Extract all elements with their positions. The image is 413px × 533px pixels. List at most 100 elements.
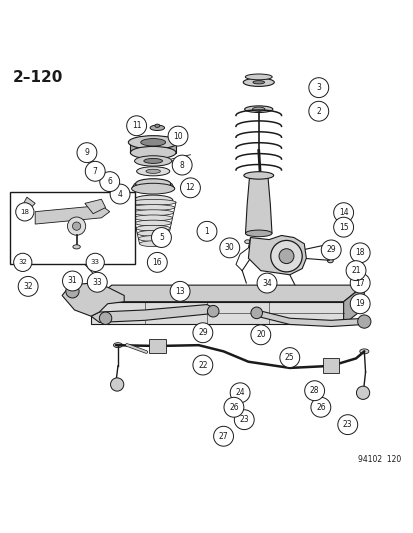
Polygon shape: [256, 310, 363, 327]
Circle shape: [67, 217, 85, 235]
Ellipse shape: [252, 80, 264, 84]
Text: 32: 32: [18, 260, 27, 265]
Ellipse shape: [128, 136, 178, 149]
Polygon shape: [91, 285, 363, 302]
Text: 13: 13: [175, 287, 185, 296]
Circle shape: [250, 325, 270, 345]
Ellipse shape: [245, 230, 271, 237]
Text: 7: 7: [93, 167, 97, 176]
Text: 5: 5: [159, 233, 164, 242]
Circle shape: [85, 161, 105, 181]
Ellipse shape: [138, 236, 168, 241]
Ellipse shape: [150, 125, 164, 131]
Text: 22: 22: [198, 360, 207, 369]
Ellipse shape: [145, 169, 160, 173]
Circle shape: [72, 222, 81, 230]
Ellipse shape: [244, 240, 250, 244]
Text: 2: 2: [316, 107, 320, 116]
Circle shape: [110, 378, 123, 391]
Ellipse shape: [244, 74, 271, 80]
Ellipse shape: [139, 241, 166, 247]
Circle shape: [18, 277, 38, 296]
Circle shape: [213, 426, 233, 446]
Ellipse shape: [328, 241, 334, 246]
Circle shape: [270, 240, 301, 272]
Circle shape: [99, 312, 112, 325]
Text: 26: 26: [315, 403, 325, 412]
Circle shape: [126, 116, 146, 136]
Ellipse shape: [135, 179, 170, 189]
Polygon shape: [245, 175, 271, 233]
Circle shape: [86, 253, 104, 271]
Text: 11: 11: [132, 121, 141, 130]
Circle shape: [223, 397, 243, 417]
Circle shape: [180, 178, 200, 198]
Circle shape: [230, 383, 249, 403]
Polygon shape: [343, 285, 363, 325]
Circle shape: [87, 272, 107, 292]
Ellipse shape: [135, 220, 171, 226]
Text: 30: 30: [224, 244, 234, 252]
Polygon shape: [85, 199, 105, 214]
Circle shape: [256, 273, 276, 293]
Bar: [10, 192, 134, 264]
Circle shape: [349, 294, 369, 314]
Ellipse shape: [133, 215, 172, 221]
Ellipse shape: [130, 199, 176, 205]
Ellipse shape: [136, 225, 170, 231]
Text: 33: 33: [90, 260, 100, 265]
Circle shape: [100, 172, 119, 191]
Circle shape: [308, 101, 328, 121]
Circle shape: [192, 323, 212, 343]
Circle shape: [308, 78, 328, 98]
Ellipse shape: [244, 106, 272, 112]
Text: 28: 28: [309, 386, 318, 395]
Text: 27: 27: [218, 432, 228, 441]
Text: 29: 29: [325, 245, 335, 254]
Ellipse shape: [73, 245, 80, 249]
Circle shape: [172, 155, 192, 175]
Ellipse shape: [154, 124, 159, 127]
Text: 23: 23: [342, 420, 352, 429]
Bar: [149, 338, 165, 353]
Text: 26: 26: [228, 403, 238, 412]
Ellipse shape: [359, 349, 368, 354]
Text: 3: 3: [316, 83, 320, 92]
Ellipse shape: [130, 147, 176, 159]
Ellipse shape: [245, 231, 252, 236]
Circle shape: [219, 238, 239, 258]
Circle shape: [310, 397, 330, 417]
Text: 94102  120: 94102 120: [358, 455, 401, 464]
Text: 21: 21: [351, 266, 360, 275]
Text: 18: 18: [355, 248, 364, 257]
Text: 19: 19: [354, 299, 364, 308]
Polygon shape: [24, 197, 35, 209]
Text: 29: 29: [197, 328, 207, 337]
Text: 6: 6: [107, 177, 112, 186]
Text: 20: 20: [255, 330, 265, 340]
Circle shape: [349, 243, 369, 263]
Text: 12: 12: [185, 183, 195, 192]
Bar: [322, 358, 339, 373]
Text: 4: 4: [117, 190, 122, 199]
Text: 24: 24: [235, 388, 244, 397]
Polygon shape: [248, 236, 306, 275]
Circle shape: [320, 240, 340, 260]
Text: 31: 31: [67, 277, 77, 286]
Circle shape: [110, 184, 130, 204]
Ellipse shape: [327, 259, 332, 263]
Circle shape: [147, 253, 167, 272]
Text: 16: 16: [152, 258, 162, 267]
Circle shape: [234, 410, 254, 430]
Text: 34: 34: [261, 279, 271, 288]
Polygon shape: [62, 283, 124, 316]
Circle shape: [170, 281, 190, 301]
Circle shape: [250, 307, 262, 319]
Ellipse shape: [136, 167, 169, 176]
Circle shape: [207, 305, 218, 317]
Ellipse shape: [131, 205, 174, 211]
Circle shape: [333, 217, 353, 237]
Circle shape: [66, 285, 79, 298]
Text: 10: 10: [173, 132, 183, 141]
Ellipse shape: [132, 210, 173, 215]
